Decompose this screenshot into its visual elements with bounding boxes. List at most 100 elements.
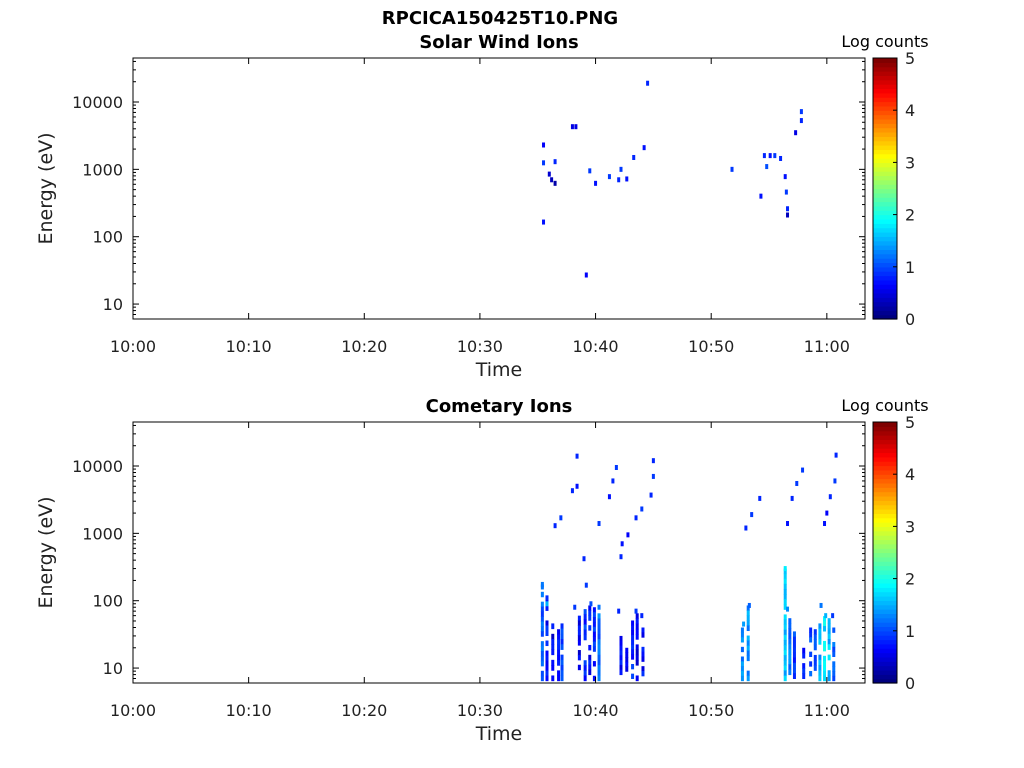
data-cell [746, 605, 750, 611]
data-cell [588, 644, 592, 651]
data-cell [540, 670, 544, 677]
data-cell [788, 628, 792, 635]
plot-area [133, 422, 865, 683]
colorbar-segment [873, 574, 897, 580]
data-cell [831, 613, 835, 619]
data-cell [592, 641, 596, 647]
data-cell [631, 625, 635, 631]
data-cell [597, 659, 601, 666]
data-cell [545, 660, 549, 667]
data-cell [746, 670, 750, 677]
data-cell [625, 176, 629, 182]
colorbar-segment [873, 97, 897, 103]
data-cell [783, 650, 787, 656]
y-tick-label: 10000 [72, 93, 123, 112]
data-cell [827, 633, 831, 640]
colorbar-segment [873, 301, 897, 307]
data-cell [545, 620, 549, 626]
colorbar-segment [873, 509, 897, 514]
data-cell [631, 649, 635, 655]
data-cell [592, 636, 596, 642]
colorbar-segment [873, 582, 897, 588]
data-cell [635, 654, 639, 661]
data-cell [560, 623, 564, 630]
data-cell [813, 660, 817, 666]
colorbar-segment [873, 652, 897, 658]
data-cell [635, 644, 639, 651]
data-cell [635, 675, 639, 682]
data-cell [832, 675, 836, 682]
colorbar-segment [873, 297, 897, 303]
colorbar-segment [873, 58, 897, 63]
colorbar-tick-label: 2 [905, 206, 915, 225]
colorbar-label: Log counts [841, 396, 928, 415]
data-cell [557, 660, 561, 666]
data-cell [588, 615, 592, 621]
data-cell [635, 659, 639, 666]
colorbar-segment [873, 491, 897, 497]
colorbar-frame [872, 421, 898, 684]
figure-title: RPCICA150425T10.PNG [382, 8, 618, 29]
x-axis-label: Time [475, 723, 523, 745]
data-cell [597, 623, 601, 630]
data-cell [631, 673, 635, 679]
data-cell [635, 628, 639, 635]
data-cell [827, 644, 831, 650]
data-cell [583, 614, 587, 620]
colorbar-segment [873, 92, 897, 98]
data-cell [786, 212, 790, 218]
data-cell [626, 532, 630, 538]
data-cell [597, 644, 601, 651]
colorbar-segment [873, 275, 897, 281]
colorbar-segment [873, 218, 897, 224]
data-cell [617, 608, 621, 614]
data-cell [588, 659, 592, 666]
data-cell [823, 665, 827, 672]
data-cell [619, 664, 623, 671]
data-cell [575, 483, 579, 489]
data-cell [746, 645, 750, 652]
colorbar-segment [873, 648, 897, 654]
data-cell [768, 153, 772, 159]
data-cell [788, 643, 792, 650]
data-cell [823, 675, 827, 682]
data-cell [740, 656, 744, 662]
colorbar-segment [873, 145, 897, 150]
data-cell [560, 670, 564, 676]
x-tick-label: 10:20 [341, 337, 387, 356]
data-cell [560, 665, 564, 671]
data-cell [557, 644, 561, 651]
data-cell [588, 610, 592, 616]
data-cell [788, 664, 792, 670]
colorbar-segment [873, 674, 897, 680]
colorbar-segment [873, 88, 897, 94]
data-cell [588, 605, 592, 611]
colorbar-segment [873, 643, 897, 649]
colorbar-segment [873, 223, 897, 229]
data-cell [819, 602, 823, 608]
data-cell [818, 675, 822, 682]
data-cell [589, 601, 593, 607]
data-cell [642, 145, 646, 151]
data-cell [818, 665, 822, 671]
data-cell [818, 628, 822, 635]
data-cell [584, 272, 588, 278]
x-tick-label: 10:20 [341, 701, 387, 720]
data-cell [588, 625, 592, 631]
data-cell [540, 655, 544, 662]
data-cell [788, 638, 792, 645]
data-cell [631, 634, 635, 641]
x-tick-label: 10:50 [688, 337, 734, 356]
data-cell [832, 642, 836, 648]
data-cell [545, 625, 549, 631]
data-cell [649, 492, 653, 498]
data-cell [577, 640, 581, 646]
data-cell [592, 661, 596, 667]
data-cell [818, 654, 822, 661]
data-cell [588, 664, 592, 671]
data-cell [542, 142, 546, 148]
data-cell [786, 606, 790, 612]
data-cell [827, 623, 831, 630]
data-cell [832, 670, 836, 677]
data-cell [783, 566, 787, 572]
